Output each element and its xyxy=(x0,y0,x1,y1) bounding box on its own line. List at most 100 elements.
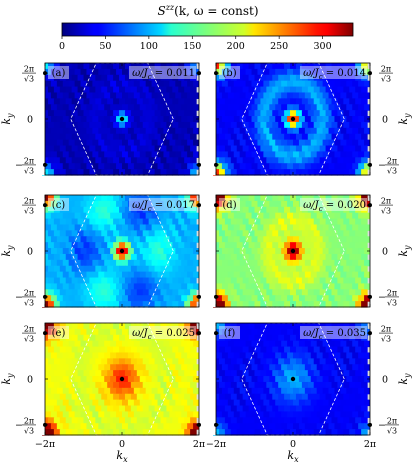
heatmap-cell xyxy=(266,265,273,273)
heatmap-cell xyxy=(142,242,150,249)
heatmap-cell xyxy=(260,370,267,377)
panel-label-box xyxy=(48,326,69,339)
heatmap-cell xyxy=(133,340,141,348)
heatmap-cell xyxy=(47,121,55,129)
heatmap-cell xyxy=(245,163,253,170)
heatmap-cell xyxy=(127,236,135,243)
heatmap-cell xyxy=(169,259,176,267)
svg-text:√3: √3 xyxy=(24,335,34,344)
heatmap-cell xyxy=(227,376,235,383)
heatmap-cell xyxy=(310,224,318,231)
heatmap-cell xyxy=(45,248,52,255)
heatmap-cell xyxy=(287,423,294,430)
y-tick-label: 2π√3 xyxy=(379,65,393,84)
heatmap-cell xyxy=(116,127,123,135)
heatmap-cell xyxy=(361,98,368,105)
heatmap-cell xyxy=(239,423,247,430)
heatmap-cell xyxy=(313,206,321,214)
heatmap-cell xyxy=(190,370,197,377)
heatmap-cell xyxy=(325,417,333,424)
heatmap-cell xyxy=(110,151,117,158)
heatmap-cell xyxy=(349,242,356,249)
heatmap-cell xyxy=(136,289,144,296)
heatmap-cell xyxy=(151,212,159,220)
heatmap-cell xyxy=(190,253,197,261)
heatmap-cell xyxy=(272,169,279,176)
heatmap-cell xyxy=(325,358,333,365)
heatmap-cell xyxy=(145,80,153,88)
heatmap-cell xyxy=(133,139,141,147)
heatmap-cell xyxy=(89,417,96,424)
heatmap-cell xyxy=(65,393,73,401)
heatmap-cell xyxy=(310,92,318,99)
heatmap-cell xyxy=(148,195,156,202)
heatmap-cell xyxy=(301,370,309,377)
heatmap-cell xyxy=(154,358,162,365)
heatmap-cell xyxy=(193,139,200,147)
heatmap-cell xyxy=(175,399,182,407)
heatmap-cell xyxy=(104,236,111,243)
heatmap-cell xyxy=(364,283,371,290)
heatmap-cell xyxy=(163,283,170,290)
heatmap-cell xyxy=(281,224,288,231)
heatmap-cell xyxy=(233,116,241,123)
heatmap-cell xyxy=(301,265,309,273)
heatmap-cell xyxy=(340,376,347,383)
heatmap-cell xyxy=(331,301,339,308)
heatmap-cell xyxy=(254,157,262,164)
heatmap-cell xyxy=(361,405,368,413)
heatmap-cell xyxy=(221,127,229,135)
heatmap-cell xyxy=(304,411,312,418)
heatmap-cell xyxy=(322,116,330,123)
heatmap-cell xyxy=(175,92,182,99)
heatmap-cell xyxy=(68,224,76,231)
heatmap-cell xyxy=(319,277,327,285)
heatmap-cell xyxy=(328,328,336,336)
heatmap-cell xyxy=(50,212,58,220)
heatmap-cell xyxy=(190,417,197,424)
heatmap-cell xyxy=(251,68,259,76)
heatmap-cell xyxy=(361,74,368,82)
heatmap-cell xyxy=(89,358,96,365)
heatmap-cell xyxy=(352,163,359,170)
heatmap-cell xyxy=(287,139,294,147)
heatmap-cell xyxy=(337,381,344,389)
heatmap-cell xyxy=(187,127,194,135)
heatmap-cell xyxy=(239,151,247,158)
heatmap-cell xyxy=(178,323,185,330)
heatmap-cell xyxy=(89,289,96,296)
heatmap-cell xyxy=(216,163,223,170)
heatmap-cell xyxy=(343,74,350,82)
heatmap-cell xyxy=(316,139,324,147)
heatmap-cell xyxy=(313,334,321,342)
heatmap-cell xyxy=(124,346,132,354)
heatmap-cell xyxy=(160,393,168,401)
heatmap-cell xyxy=(154,86,162,94)
heatmap-cell xyxy=(77,277,85,285)
heatmap-cell xyxy=(166,86,173,94)
panel-label: (d) xyxy=(222,200,236,211)
heatmap-cell xyxy=(62,151,70,158)
heatmap-cell xyxy=(95,393,102,401)
heatmap-cell xyxy=(248,86,256,94)
heatmap-cell xyxy=(346,283,353,290)
heatmap-cell xyxy=(361,346,368,354)
heatmap-cell xyxy=(364,139,371,147)
heatmap-cell xyxy=(101,417,108,424)
heatmap-cell xyxy=(130,277,138,285)
heatmap-cell xyxy=(122,248,129,255)
heatmap-cell xyxy=(325,370,333,377)
heatmap-cell xyxy=(187,92,194,99)
heatmap-cell xyxy=(313,74,321,82)
heatmap-cell xyxy=(104,68,111,76)
heatmap-cell xyxy=(251,352,259,359)
heatmap-cell xyxy=(313,133,321,141)
heatmap-cell xyxy=(190,63,197,70)
heatmap-cell xyxy=(148,277,156,285)
heatmap-cell xyxy=(127,80,135,88)
heatmap-cell xyxy=(343,393,350,401)
heatmap-cell xyxy=(127,352,135,359)
heatmap-cell xyxy=(260,265,267,273)
heatmap-cell xyxy=(310,104,318,111)
heatmap-cell xyxy=(281,399,288,407)
